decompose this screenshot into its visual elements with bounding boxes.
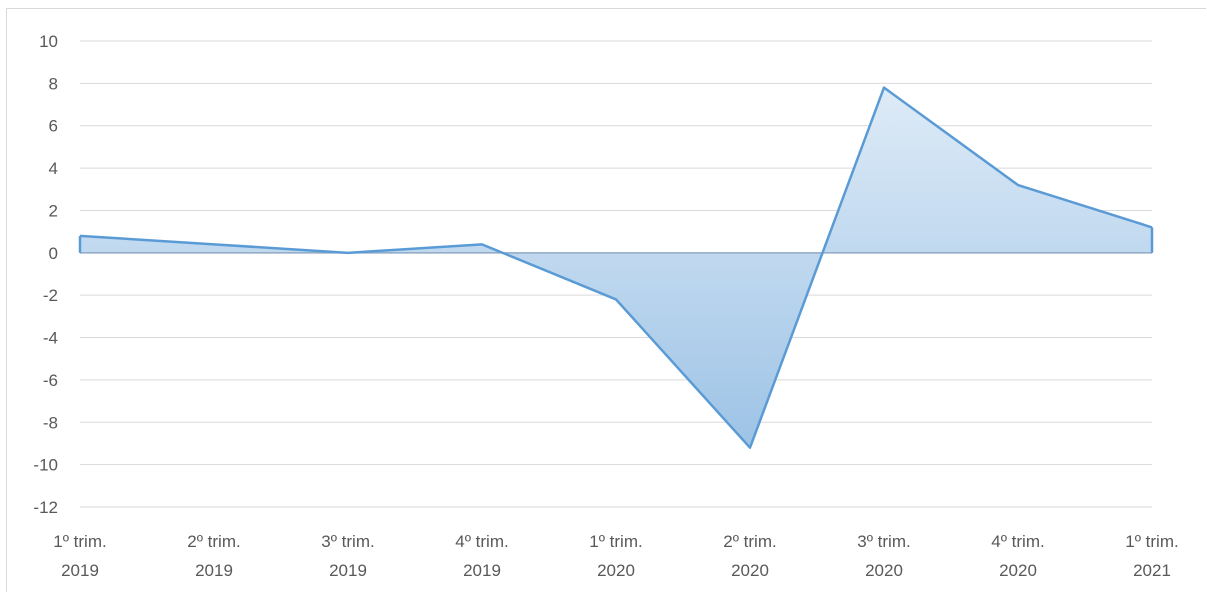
x-tick-label: 3º trim. 2019 [321,532,374,580]
chart-frame [6,8,1206,592]
x-tick-label: 1º trim. 2020 [589,532,642,580]
y-axis-ticks: -12 -10 -8 -6 -4 -2 0 2 4 6 8 10 [33,32,58,517]
y-tick-label: -4 [43,329,58,348]
x-tick-label: 2º trim. 2019 [187,532,240,580]
area-series [78,86,1154,449]
x-tick-label: 1º trim. 2021 [1125,532,1178,580]
x-tick-label: 2º trim. 2020 [723,532,776,580]
y-tick-label: 0 [49,244,58,263]
y-tick-label: 10 [39,32,58,51]
x-axis-ticks: 1º trim. 2019 2º trim. 2019 3º trim. 2019 4º t… [53,532,1178,580]
y-tick-label: -10 [33,456,58,475]
y-tick-label: 2 [49,201,58,220]
x-tick-label: 4º trim. 2020 [991,532,1044,580]
y-tick-label: -6 [43,371,58,390]
x-tick-label: 1º trim. 2019 [53,532,106,580]
y-tick-label: 6 [49,117,58,136]
y-tick-label: -2 [43,286,58,305]
y-tick-label: 8 [49,74,58,93]
x-tick-label: 4º trim. 2019 [455,532,508,580]
y-tick-label: -12 [33,498,58,517]
x-tick-label: 3º trim. 2020 [857,532,910,580]
y-tick-label: -8 [43,413,58,432]
area-fill [80,87,1152,448]
series-line [79,86,1153,449]
y-tick-label: 4 [49,159,58,178]
